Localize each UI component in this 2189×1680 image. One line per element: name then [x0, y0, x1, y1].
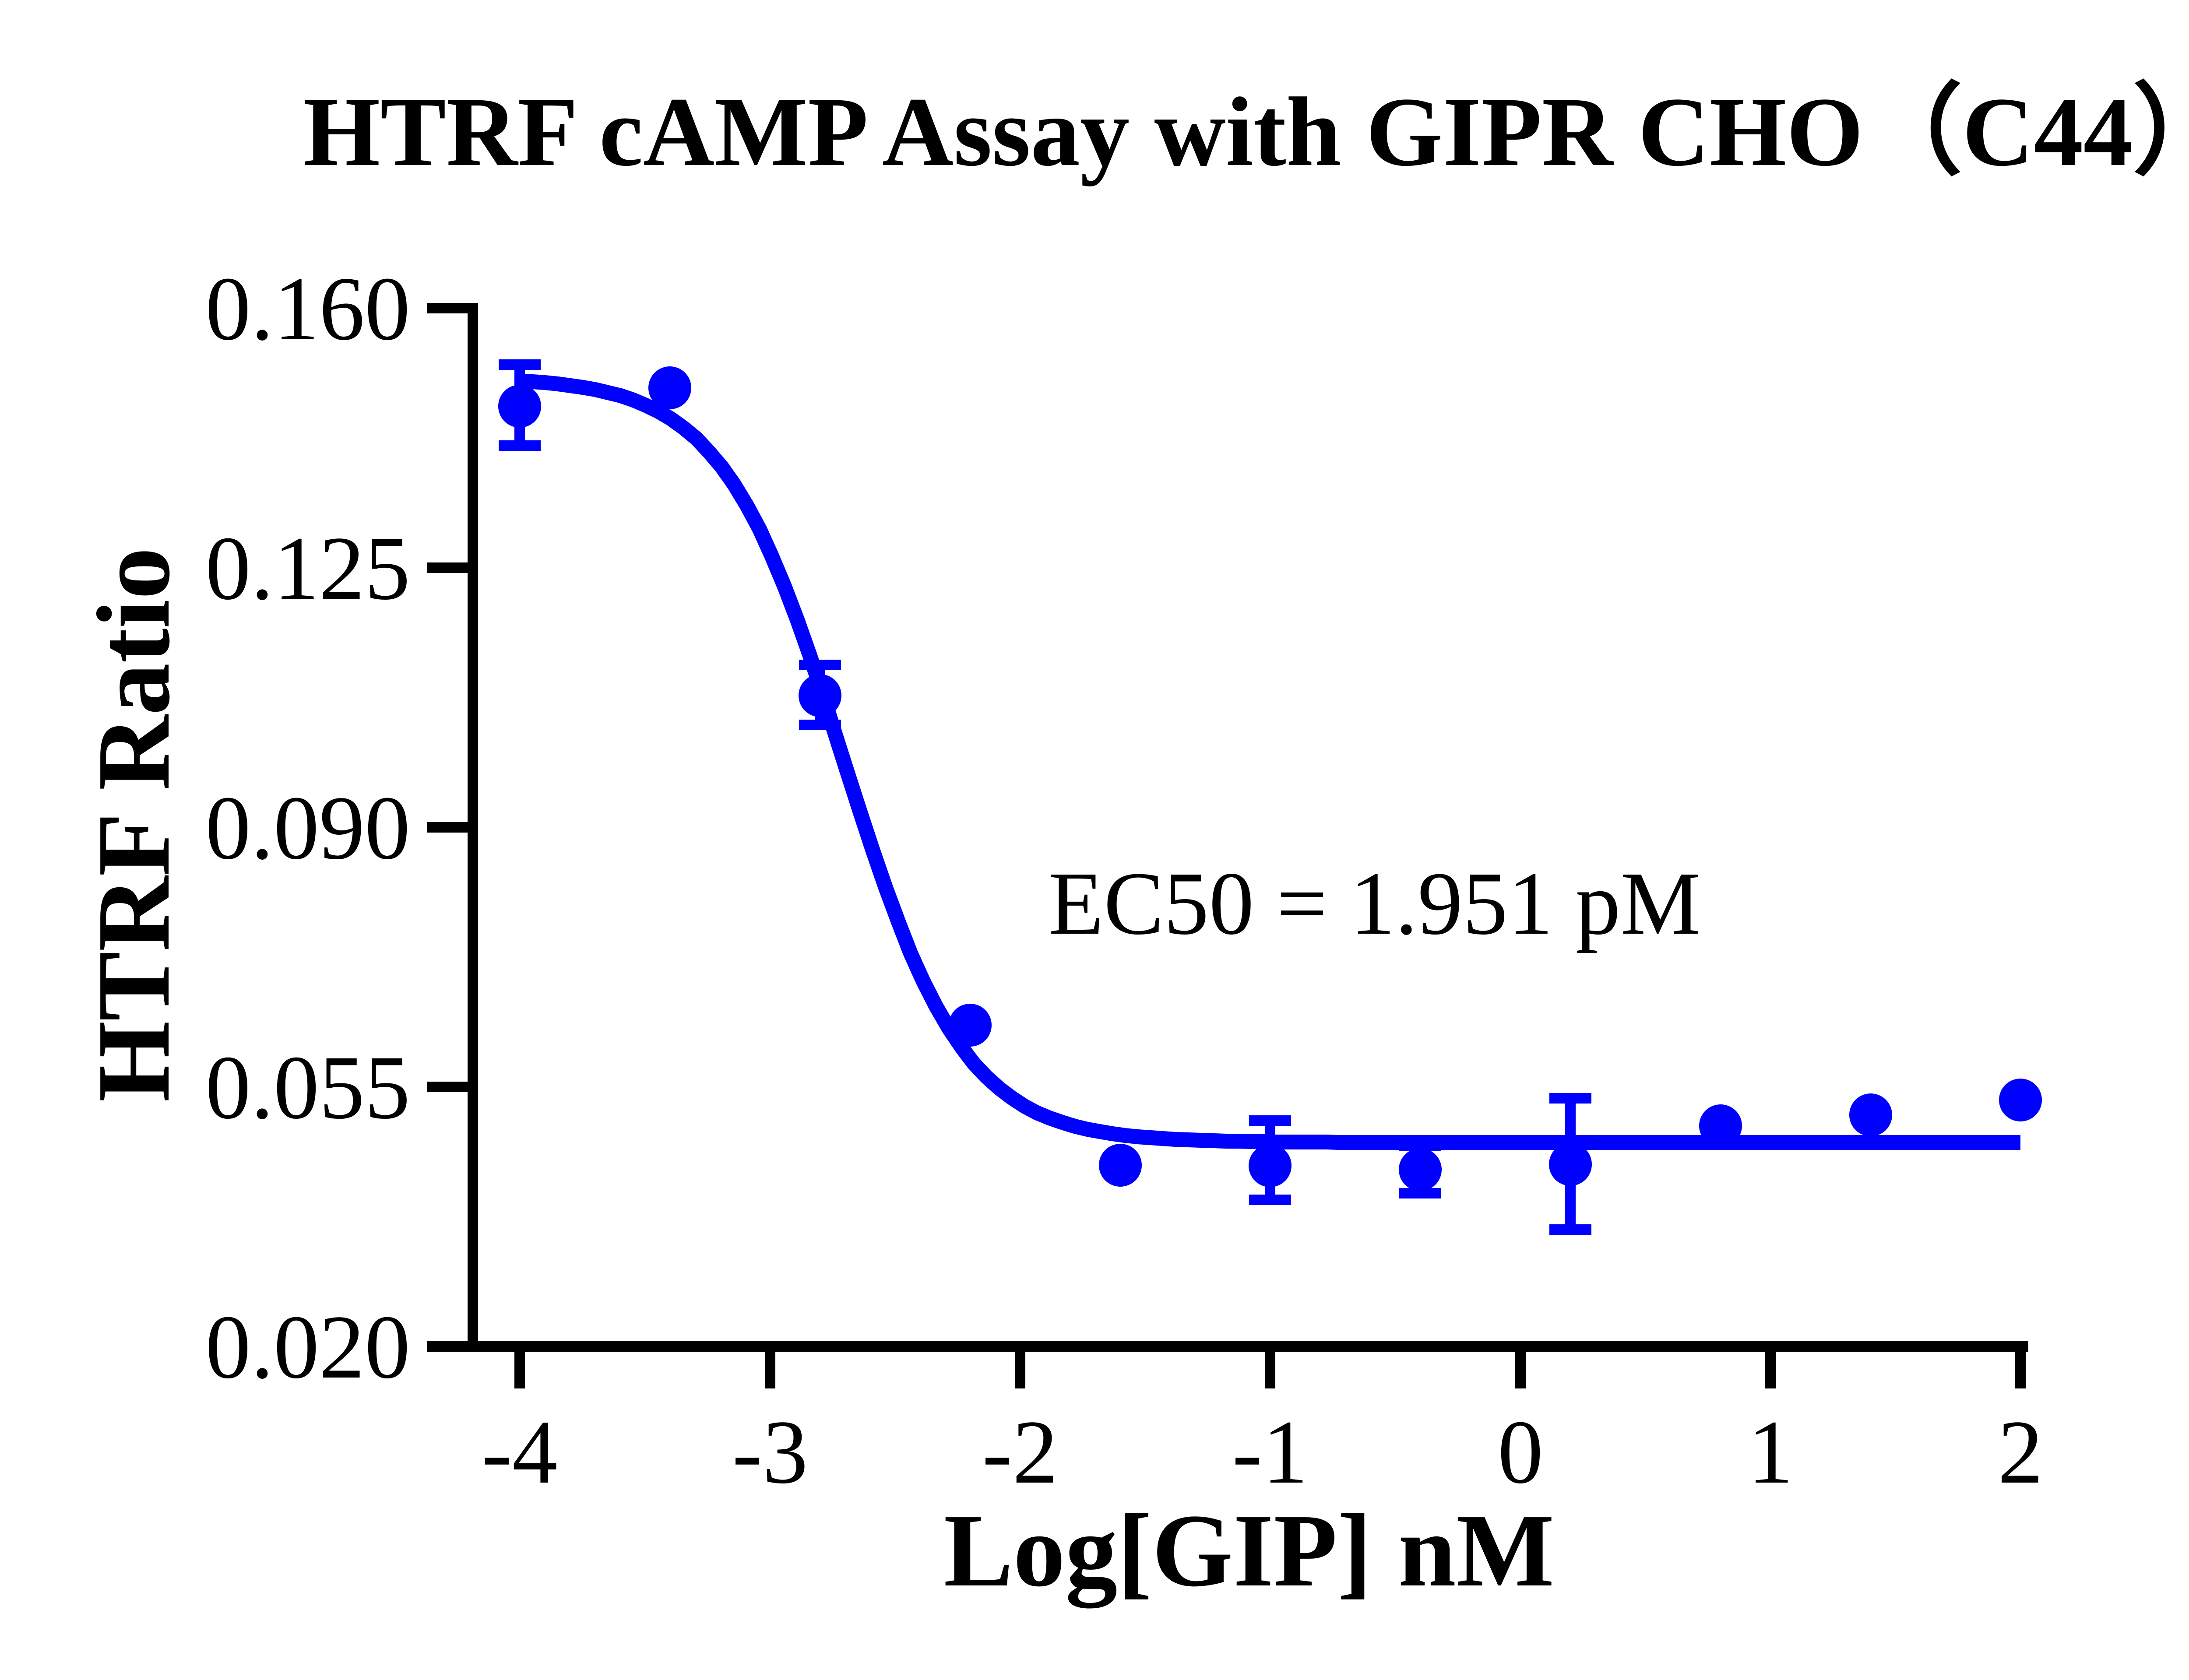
svg-text:0.160: 0.160	[205, 258, 410, 359]
svg-text:0.055: 0.055	[205, 1037, 410, 1138]
svg-text:0.090: 0.090	[205, 777, 410, 878]
svg-text:-1: -1	[1232, 1402, 1308, 1502]
svg-text:0.125: 0.125	[205, 518, 410, 619]
svg-text:0: 0	[1498, 1402, 1543, 1502]
svg-text:-2: -2	[982, 1402, 1058, 1502]
svg-text:EC50 = 1.951 pM: EC50 = 1.951 pM	[1049, 853, 1701, 953]
svg-text:-3: -3	[732, 1402, 808, 1502]
svg-text:Log[GIP] nM: Log[GIP] nM	[944, 1493, 1555, 1608]
svg-text:-4: -4	[482, 1402, 557, 1502]
svg-text:HTRF cAMP Assay with GIPR CHO（: HTRF cAMP Assay with GIPR CHO（C44）	[303, 77, 2189, 186]
svg-text:1: 1	[1748, 1402, 1793, 1502]
svg-text:2: 2	[1998, 1402, 2043, 1502]
svg-text:0.020: 0.020	[205, 1297, 410, 1397]
svg-text:HTRF Ratio: HTRF Ratio	[76, 547, 191, 1102]
